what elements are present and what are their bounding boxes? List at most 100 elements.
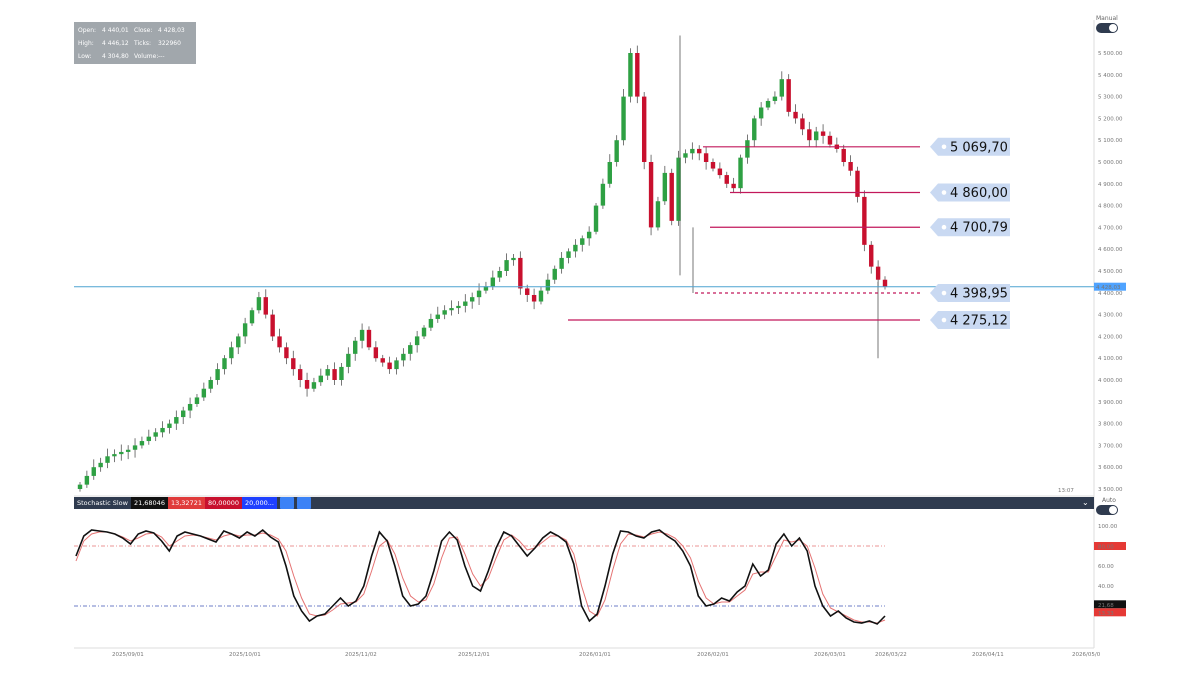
level-label-dot xyxy=(941,290,947,296)
candle-body xyxy=(552,268,557,280)
y-tick-label: 4 900.00 xyxy=(1098,182,1123,188)
candle-body xyxy=(270,314,275,337)
stochastic-upper-value: 80,00000 xyxy=(204,497,242,509)
candle-body xyxy=(469,297,475,302)
candle-body xyxy=(683,153,688,158)
x-tick-label: 2026/03/01 xyxy=(814,652,846,658)
candle-body xyxy=(538,290,544,302)
auto-toggle[interactable] xyxy=(1096,505,1118,515)
level-label: 4 700,79 xyxy=(950,221,1008,236)
candle-body xyxy=(566,251,571,258)
candle-body xyxy=(249,310,255,324)
x-tick-label: 2026/04/11 xyxy=(972,652,1004,658)
candle-body xyxy=(105,456,110,463)
candle-body xyxy=(174,417,179,424)
x-tick-label: 2026/01/01 xyxy=(579,652,611,658)
x-tick-label: 2026/05/0 xyxy=(1072,652,1101,658)
candle-body xyxy=(77,484,83,489)
x-tick-label: 2025/09/01 xyxy=(112,652,144,658)
candle-body xyxy=(662,172,668,202)
level-label-dot xyxy=(941,190,947,195)
candle-body xyxy=(545,279,551,291)
low-value: 4 304,80 xyxy=(102,53,129,60)
candle-body xyxy=(291,358,296,370)
ohlc-info-box: Open: 4 440,01 Close: 4 428,03 High: 4 446,1… xyxy=(74,22,196,64)
candle-body xyxy=(669,172,674,221)
candle-body xyxy=(765,100,771,108)
close-label: Close: xyxy=(134,27,153,34)
candle-body xyxy=(442,310,447,315)
candle-body xyxy=(525,288,530,295)
stoch-upper-badge xyxy=(1094,542,1126,550)
close-icon[interactable] xyxy=(296,497,311,509)
candle-body xyxy=(414,336,420,346)
candle-body xyxy=(359,329,365,341)
candle-body xyxy=(504,260,509,271)
stoch-upper-label: 80,00 xyxy=(1098,545,1114,551)
stochastic-header-bar[interactable]: Stochastic Slow 21,68046 13,32721 80,000… xyxy=(74,497,1094,509)
manual-mode-label: Manual xyxy=(1096,15,1118,22)
manual-toggle[interactable] xyxy=(1096,23,1118,33)
stoch-y-tick-label: 40.00 xyxy=(1098,584,1114,590)
volume-label: Volume: xyxy=(134,53,159,60)
candle-body xyxy=(593,205,599,232)
x-tick-label: 2025/10/01 xyxy=(229,652,261,658)
auto-mode-label: Auto xyxy=(1102,497,1116,504)
candle-body xyxy=(518,257,523,289)
y-tick-label: 4 200.00 xyxy=(1098,334,1123,340)
high-value: 4 446,12 xyxy=(102,40,129,47)
open-label: Open: xyxy=(78,27,97,34)
stochastic-lower-value: 20,000... xyxy=(241,497,277,509)
candle-body xyxy=(428,318,434,328)
candle-body xyxy=(222,358,227,370)
candle-body xyxy=(869,244,874,267)
stoch-d-line xyxy=(75,531,886,624)
y-tick-label: 4 500.00 xyxy=(1098,269,1123,275)
candle-body xyxy=(855,170,860,197)
stoch-y-tick-label: 60.00 xyxy=(1098,564,1114,570)
candle-body xyxy=(841,148,846,162)
candle-body xyxy=(614,140,619,162)
candle-body xyxy=(580,238,585,245)
candle-body xyxy=(827,135,833,145)
open-value: 4 440,01 xyxy=(102,27,129,34)
y-tick-label: 4 700.00 xyxy=(1098,225,1123,231)
candle-body xyxy=(786,79,791,112)
stochastic-name: Stochastic Slow xyxy=(77,499,128,507)
candle-body xyxy=(435,314,440,319)
ticks-label: Ticks: xyxy=(134,40,152,47)
y-tick-label: 4 400.00 xyxy=(1098,291,1123,297)
level-label-bg xyxy=(930,183,1010,202)
current-price-badge xyxy=(1094,282,1126,291)
candle-body xyxy=(277,336,282,348)
candle-body xyxy=(710,162,716,169)
settings-icon[interactable] xyxy=(279,497,294,509)
y-tick-label: 3 600.00 xyxy=(1098,465,1123,471)
candle-body xyxy=(862,196,867,245)
candle-body xyxy=(146,436,152,442)
level-label-bg xyxy=(930,284,1010,303)
y-tick-label: 4 800.00 xyxy=(1098,204,1123,210)
volume-value: --- xyxy=(158,53,165,60)
close-value: 4 428,03 xyxy=(158,27,185,34)
chevron-down-icon[interactable]: ⌄ xyxy=(1082,498,1089,507)
candle-body xyxy=(449,308,454,311)
candle-body xyxy=(318,375,324,383)
candle-body xyxy=(800,118,805,130)
candle-body xyxy=(332,369,337,380)
candle-body xyxy=(490,277,496,287)
level-label: 4 275,12 xyxy=(950,314,1008,329)
candle-body xyxy=(256,297,262,311)
candle-body xyxy=(779,79,784,97)
y-tick-label: 5 000.00 xyxy=(1098,160,1123,166)
candle-body xyxy=(215,369,220,380)
y-tick-label: 5 400.00 xyxy=(1098,73,1123,79)
candle-body xyxy=(421,327,427,337)
level-label: 5 069,70 xyxy=(950,140,1008,155)
candle-body xyxy=(731,183,736,189)
stoch-k-badge xyxy=(1094,600,1126,609)
y-tick-label: 5 300.00 xyxy=(1098,95,1123,101)
y-tick-label: 4 100.00 xyxy=(1098,356,1123,362)
x-tick-label: 2025/12/01 xyxy=(458,652,490,658)
